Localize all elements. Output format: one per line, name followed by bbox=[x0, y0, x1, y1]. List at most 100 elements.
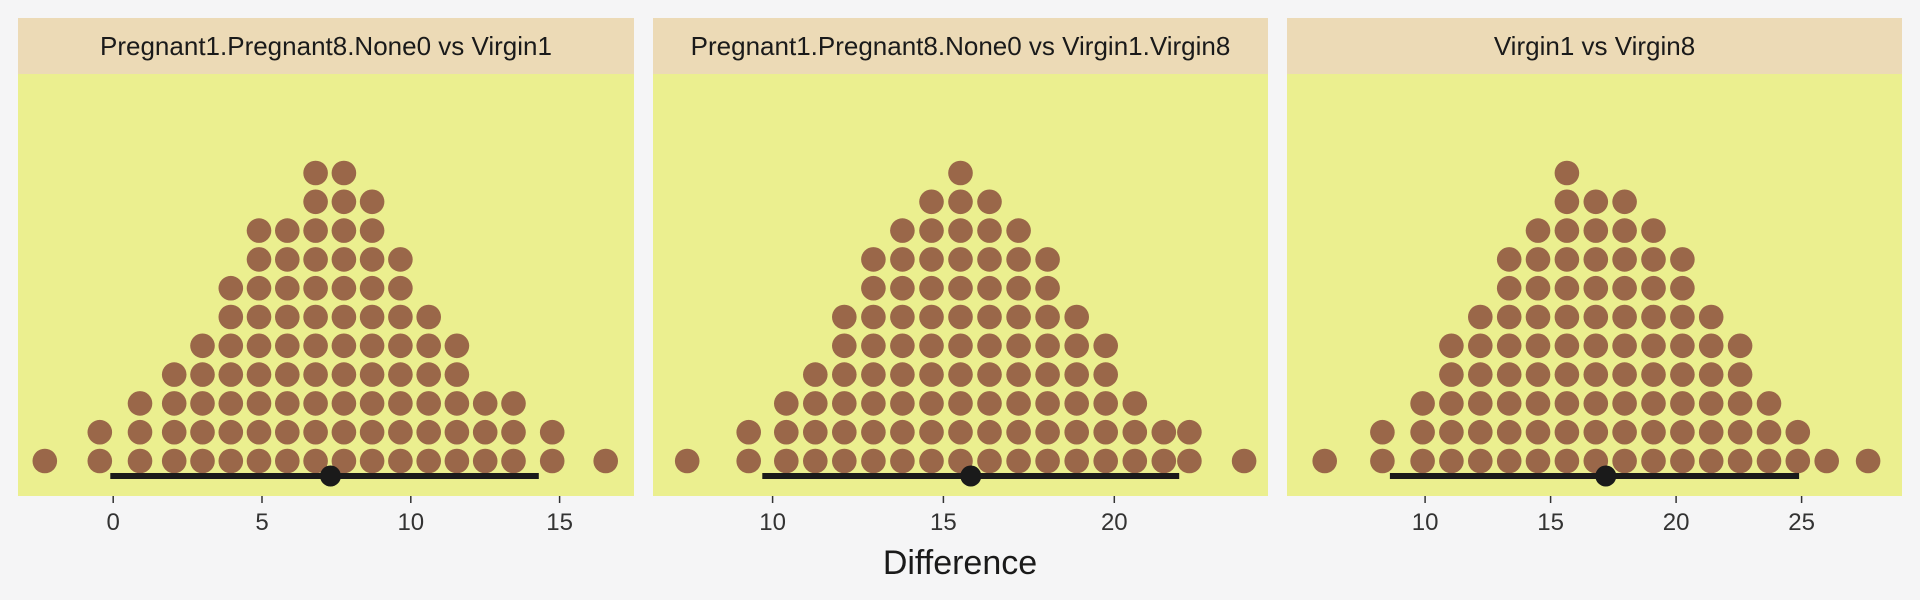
dot bbox=[1035, 304, 1060, 330]
dot bbox=[359, 362, 385, 387]
x-tick-label: 10 bbox=[1412, 509, 1439, 536]
dot bbox=[1064, 391, 1089, 416]
dot bbox=[1612, 333, 1637, 359]
dot bbox=[1093, 362, 1118, 387]
dot bbox=[1641, 391, 1666, 416]
dot bbox=[1410, 391, 1435, 416]
dot bbox=[359, 304, 385, 330]
dot bbox=[1554, 304, 1580, 330]
dot bbox=[1670, 275, 1695, 301]
dot bbox=[246, 304, 272, 330]
facet-strip bbox=[653, 18, 1268, 74]
dot bbox=[1554, 391, 1580, 416]
dot bbox=[1439, 419, 1464, 445]
dot bbox=[1554, 419, 1580, 445]
dot bbox=[890, 333, 915, 359]
dot bbox=[1727, 448, 1753, 474]
dot bbox=[275, 448, 300, 474]
dot bbox=[1496, 304, 1522, 330]
dot bbox=[803, 419, 828, 445]
dot bbox=[331, 419, 357, 445]
dot bbox=[388, 333, 413, 359]
dot bbox=[1727, 362, 1753, 387]
dot bbox=[303, 362, 328, 387]
dot bbox=[1496, 275, 1522, 301]
dot bbox=[803, 362, 828, 387]
dot bbox=[832, 304, 857, 330]
dot bbox=[1496, 333, 1522, 359]
dot bbox=[1122, 391, 1148, 416]
dot bbox=[1312, 448, 1337, 474]
dot bbox=[861, 275, 886, 301]
dot bbox=[1231, 448, 1257, 474]
dot bbox=[1525, 275, 1551, 301]
dot bbox=[1698, 448, 1724, 474]
dot bbox=[1583, 189, 1609, 215]
point-estimate bbox=[1595, 465, 1617, 487]
dot bbox=[861, 391, 886, 416]
dot bbox=[472, 419, 498, 445]
dot bbox=[948, 391, 973, 416]
dot bbox=[861, 362, 886, 387]
dot bbox=[948, 218, 973, 243]
dot bbox=[948, 247, 973, 272]
dot bbox=[1612, 448, 1637, 474]
dot bbox=[331, 391, 357, 416]
dot bbox=[1006, 218, 1031, 243]
dot bbox=[1439, 391, 1464, 416]
dot bbox=[161, 362, 187, 387]
dot bbox=[1727, 333, 1753, 359]
dot bbox=[1439, 333, 1464, 359]
dot bbox=[246, 419, 272, 445]
dot bbox=[977, 275, 1002, 301]
dot bbox=[359, 448, 385, 474]
dot bbox=[890, 304, 915, 330]
dot bbox=[977, 419, 1002, 445]
dot bbox=[1698, 304, 1724, 330]
dot bbox=[1006, 333, 1031, 359]
dot bbox=[1064, 419, 1089, 445]
dot bbox=[218, 304, 244, 330]
dot bbox=[832, 448, 857, 474]
facet-title: Virgin1 vs Virgin8 bbox=[1494, 31, 1695, 61]
dot bbox=[1756, 448, 1782, 474]
dot bbox=[1177, 448, 1202, 474]
dot bbox=[1525, 333, 1551, 359]
dot bbox=[331, 275, 357, 301]
dot bbox=[1670, 333, 1695, 359]
dot bbox=[1496, 247, 1522, 272]
dot bbox=[1670, 391, 1695, 416]
dot bbox=[803, 448, 828, 474]
dot bbox=[218, 362, 244, 387]
dot bbox=[919, 247, 944, 272]
dot bbox=[890, 419, 915, 445]
dot bbox=[1410, 419, 1435, 445]
dot bbox=[161, 391, 187, 416]
dot bbox=[948, 275, 973, 301]
dot bbox=[1525, 362, 1551, 387]
dot bbox=[977, 304, 1002, 330]
dot bbox=[1727, 391, 1753, 416]
dot bbox=[1641, 247, 1666, 272]
dot bbox=[919, 304, 944, 330]
dot bbox=[1670, 247, 1695, 272]
dot bbox=[736, 419, 761, 445]
dot bbox=[331, 304, 357, 330]
dot bbox=[1670, 362, 1695, 387]
dot bbox=[303, 275, 328, 301]
dot bbox=[1496, 391, 1522, 416]
dot bbox=[890, 218, 915, 243]
x-tick-label: 25 bbox=[1788, 509, 1815, 536]
dot bbox=[1612, 304, 1637, 330]
dot bbox=[388, 275, 413, 301]
dot bbox=[1468, 362, 1493, 387]
dot bbox=[1554, 247, 1580, 272]
dot bbox=[1583, 275, 1609, 301]
dot bbox=[1064, 333, 1089, 359]
dot bbox=[246, 247, 272, 272]
dot bbox=[303, 189, 328, 215]
dot bbox=[861, 247, 886, 272]
dot bbox=[774, 391, 799, 416]
dot bbox=[1670, 419, 1695, 445]
